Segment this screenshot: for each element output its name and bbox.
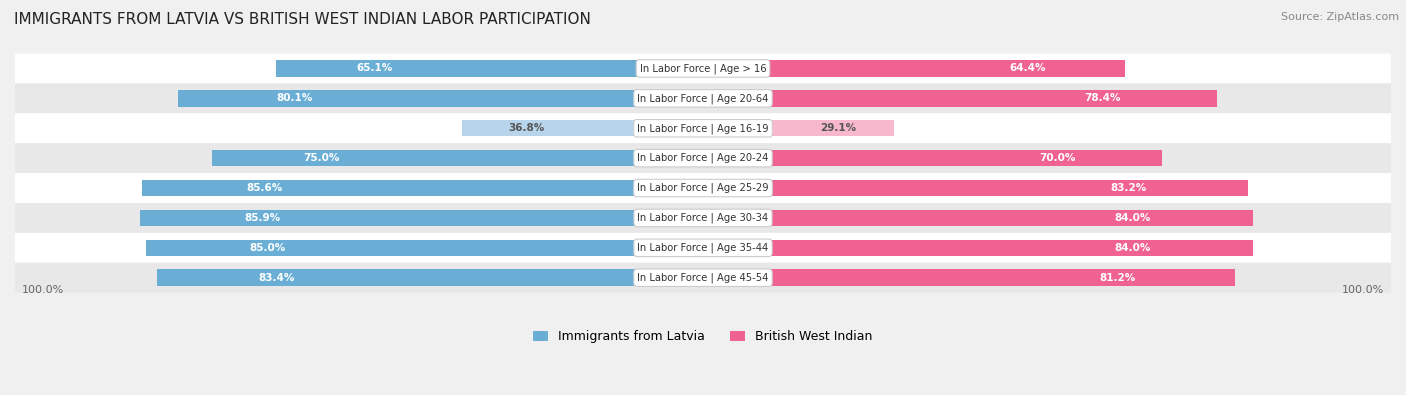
Bar bbox=[156, 269, 703, 286]
Text: In Labor Force | Age 35-44: In Labor Force | Age 35-44 bbox=[637, 243, 769, 253]
Text: 78.4%: 78.4% bbox=[1084, 93, 1121, 103]
Text: 84.0%: 84.0% bbox=[1115, 243, 1152, 253]
Bar bbox=[703, 150, 1161, 166]
Bar bbox=[142, 180, 703, 196]
Text: In Labor Force | Age 25-29: In Labor Force | Age 25-29 bbox=[637, 183, 769, 193]
Text: IMMIGRANTS FROM LATVIA VS BRITISH WEST INDIAN LABOR PARTICIPATION: IMMIGRANTS FROM LATVIA VS BRITISH WEST I… bbox=[14, 12, 591, 27]
Bar bbox=[703, 210, 1253, 226]
Bar bbox=[703, 180, 1249, 196]
FancyBboxPatch shape bbox=[15, 233, 1391, 263]
Legend: Immigrants from Latvia, British West Indian: Immigrants from Latvia, British West Ind… bbox=[533, 330, 873, 343]
Text: In Labor Force | Age 45-54: In Labor Force | Age 45-54 bbox=[637, 273, 769, 283]
Text: 83.2%: 83.2% bbox=[1111, 183, 1147, 193]
Text: 29.1%: 29.1% bbox=[820, 123, 856, 133]
Bar bbox=[703, 240, 1253, 256]
Bar bbox=[179, 90, 703, 107]
Text: 65.1%: 65.1% bbox=[357, 64, 392, 73]
FancyBboxPatch shape bbox=[15, 203, 1391, 233]
Bar bbox=[277, 60, 703, 77]
Text: 75.0%: 75.0% bbox=[304, 153, 340, 163]
FancyBboxPatch shape bbox=[15, 83, 1391, 113]
Bar bbox=[703, 120, 894, 137]
Text: In Labor Force | Age 30-34: In Labor Force | Age 30-34 bbox=[637, 213, 769, 223]
Bar bbox=[211, 150, 703, 166]
Text: In Labor Force | Age > 16: In Labor Force | Age > 16 bbox=[640, 63, 766, 74]
Text: 85.6%: 85.6% bbox=[246, 183, 283, 193]
Text: 36.8%: 36.8% bbox=[509, 123, 544, 133]
FancyBboxPatch shape bbox=[15, 173, 1391, 203]
Bar bbox=[141, 210, 703, 226]
Text: 64.4%: 64.4% bbox=[1010, 64, 1046, 73]
Text: 84.0%: 84.0% bbox=[1115, 213, 1152, 223]
Text: 80.1%: 80.1% bbox=[276, 93, 312, 103]
Bar bbox=[703, 60, 1125, 77]
Text: 100.0%: 100.0% bbox=[21, 285, 63, 295]
Text: Source: ZipAtlas.com: Source: ZipAtlas.com bbox=[1281, 12, 1399, 22]
FancyBboxPatch shape bbox=[15, 143, 1391, 173]
Text: 70.0%: 70.0% bbox=[1039, 153, 1076, 163]
FancyBboxPatch shape bbox=[15, 54, 1391, 83]
Text: 85.0%: 85.0% bbox=[250, 243, 285, 253]
FancyBboxPatch shape bbox=[15, 113, 1391, 143]
Bar bbox=[703, 90, 1216, 107]
Text: In Labor Force | Age 20-64: In Labor Force | Age 20-64 bbox=[637, 93, 769, 103]
Bar bbox=[463, 120, 703, 137]
Bar bbox=[146, 240, 703, 256]
FancyBboxPatch shape bbox=[15, 263, 1391, 293]
Bar bbox=[703, 269, 1234, 286]
Text: 81.2%: 81.2% bbox=[1099, 273, 1136, 283]
Text: 100.0%: 100.0% bbox=[1343, 285, 1385, 295]
Text: 83.4%: 83.4% bbox=[259, 273, 294, 283]
Text: In Labor Force | Age 16-19: In Labor Force | Age 16-19 bbox=[637, 123, 769, 134]
Text: In Labor Force | Age 20-24: In Labor Force | Age 20-24 bbox=[637, 153, 769, 164]
Text: 85.9%: 85.9% bbox=[245, 213, 281, 223]
